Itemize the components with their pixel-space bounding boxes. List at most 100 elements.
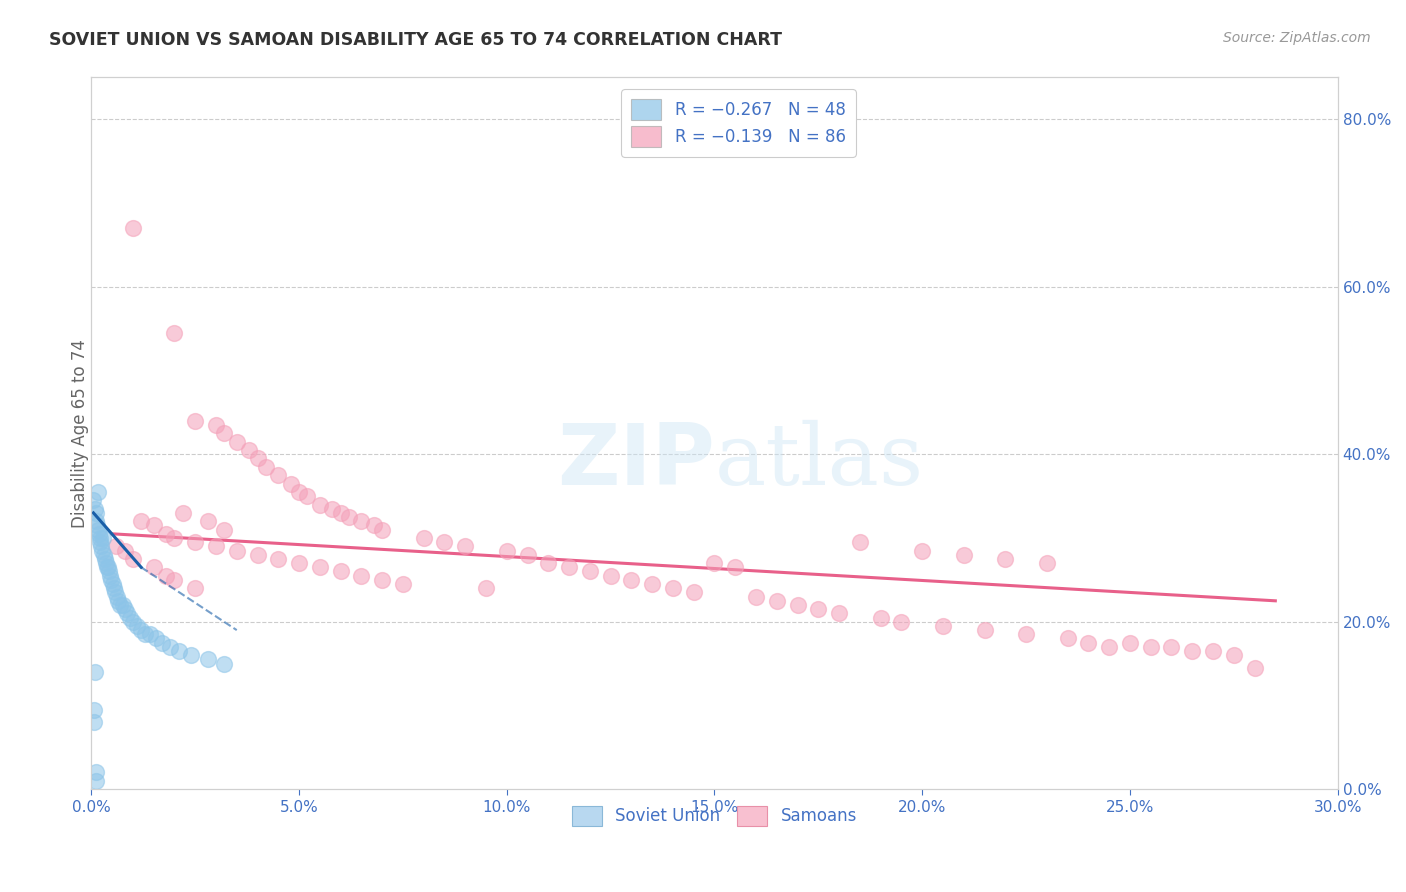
Point [205, 540, 228, 554]
Point [197, 514, 219, 528]
Point [96, 560, 118, 574]
Point [129, 514, 152, 528]
Point [125, 619, 148, 633]
Point [745, 590, 768, 604]
Point [412, 531, 434, 545]
Point [537, 556, 560, 570]
Point [98, 568, 121, 582]
Point [122, 552, 145, 566]
Point [97, 560, 120, 574]
Point [84, 506, 107, 520]
Point [363, 518, 385, 533]
Point [662, 581, 685, 595]
Point [103, 581, 125, 595]
Point [138, 627, 160, 641]
Point [93, 552, 115, 566]
Point [1243, 661, 1265, 675]
Point [214, 523, 236, 537]
Point [1202, 644, 1225, 658]
Point [163, 573, 186, 587]
Point [104, 585, 127, 599]
Point [110, 598, 132, 612]
Point [145, 632, 167, 646]
Point [83, 501, 105, 516]
Point [83, 715, 105, 730]
Text: SOVIET UNION VS SAMOAN DISABILITY AGE 65 TO 74 CORRELATION CHART: SOVIET UNION VS SAMOAN DISABILITY AGE 65… [49, 31, 782, 49]
Point [371, 573, 394, 587]
Point [105, 590, 128, 604]
Point [101, 577, 124, 591]
Point [433, 535, 456, 549]
Point [105, 540, 128, 554]
Point [134, 627, 156, 641]
Point [84, 665, 107, 679]
Point [1119, 635, 1142, 649]
Point [994, 552, 1017, 566]
Point [724, 560, 747, 574]
Point [159, 640, 181, 654]
Point [297, 489, 319, 503]
Point [155, 568, 177, 582]
Point [238, 443, 260, 458]
Point [107, 594, 129, 608]
Point [163, 531, 186, 545]
Point [475, 581, 498, 595]
Text: Source: ZipAtlas.com: Source: ZipAtlas.com [1223, 31, 1371, 45]
Point [620, 573, 643, 587]
Point [1181, 644, 1204, 658]
Point [1098, 640, 1121, 654]
Point [184, 581, 207, 595]
Point [118, 610, 141, 624]
Point [288, 556, 311, 570]
Point [83, 703, 105, 717]
Point [225, 434, 247, 449]
Point [214, 657, 236, 671]
Point [129, 623, 152, 637]
Point [849, 535, 872, 549]
Point [114, 543, 136, 558]
Point [94, 556, 117, 570]
Point [150, 635, 173, 649]
Point [197, 652, 219, 666]
Point [765, 594, 787, 608]
Point [246, 451, 269, 466]
Point [641, 577, 664, 591]
Point [869, 610, 891, 624]
Point [93, 548, 115, 562]
Point [86, 514, 108, 528]
Point [184, 535, 207, 549]
Point [495, 543, 517, 558]
Point [392, 577, 415, 591]
Point [172, 506, 194, 520]
Point [1015, 627, 1038, 641]
Point [1036, 556, 1059, 570]
Point [180, 648, 202, 663]
Point [205, 417, 228, 432]
Point [308, 498, 330, 512]
Point [280, 476, 302, 491]
Point [329, 506, 352, 520]
Point [90, 540, 112, 554]
Point [1160, 640, 1182, 654]
Point [82, 493, 104, 508]
Text: ZIP: ZIP [557, 420, 714, 503]
Point [91, 543, 114, 558]
Point [91, 531, 114, 545]
Point [579, 565, 602, 579]
Point [973, 623, 995, 637]
Point [911, 543, 934, 558]
Point [122, 221, 145, 235]
Point [89, 531, 111, 545]
Point [288, 485, 311, 500]
Point [952, 548, 974, 562]
Point [321, 501, 343, 516]
Point [163, 326, 186, 340]
Point [87, 523, 110, 537]
Point [786, 598, 808, 612]
Point [516, 548, 538, 562]
Point [1056, 632, 1078, 646]
Point [86, 485, 108, 500]
Point [329, 565, 352, 579]
Point [371, 523, 394, 537]
Text: atlas: atlas [714, 420, 924, 503]
